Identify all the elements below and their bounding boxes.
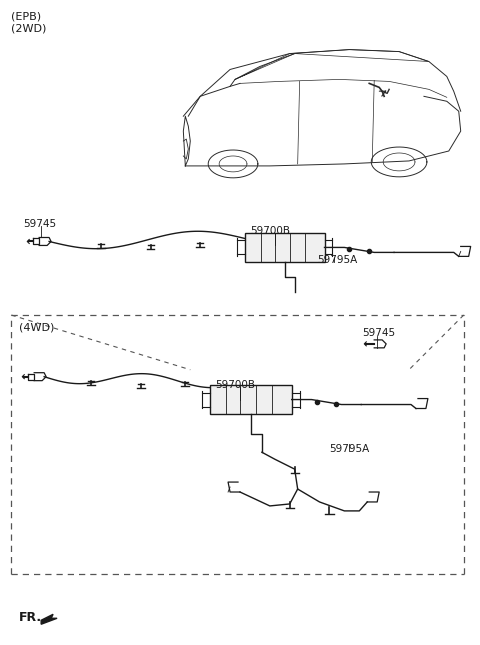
Text: 59795A: 59795A: [318, 255, 358, 265]
Text: (4WD): (4WD): [19, 322, 55, 332]
Text: 59745: 59745: [23, 219, 56, 228]
Bar: [210, 384, 292, 415]
Text: 59795A: 59795A: [329, 444, 370, 454]
Polygon shape: [41, 614, 57, 624]
Text: 59700B: 59700B: [250, 226, 290, 235]
Text: FR.: FR.: [19, 611, 42, 624]
Text: (EPB)
(2WD): (EPB) (2WD): [12, 12, 47, 34]
Text: 59700B: 59700B: [215, 380, 255, 390]
Text: 59745: 59745: [362, 328, 396, 338]
Bar: [245, 233, 324, 263]
